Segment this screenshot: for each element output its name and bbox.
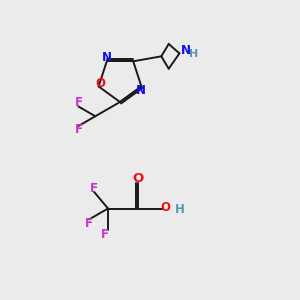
Text: F: F [101, 227, 109, 241]
Text: O: O [132, 172, 144, 185]
Text: F: F [90, 182, 98, 195]
Text: F: F [74, 96, 83, 110]
Text: O: O [95, 77, 105, 90]
Text: H: H [175, 202, 185, 216]
Text: F: F [85, 217, 93, 230]
Text: N: N [181, 44, 191, 58]
Text: N: N [102, 51, 112, 64]
Text: H: H [189, 49, 199, 59]
Text: F: F [74, 123, 83, 136]
Text: O: O [160, 201, 170, 214]
Text: N: N [136, 84, 146, 97]
